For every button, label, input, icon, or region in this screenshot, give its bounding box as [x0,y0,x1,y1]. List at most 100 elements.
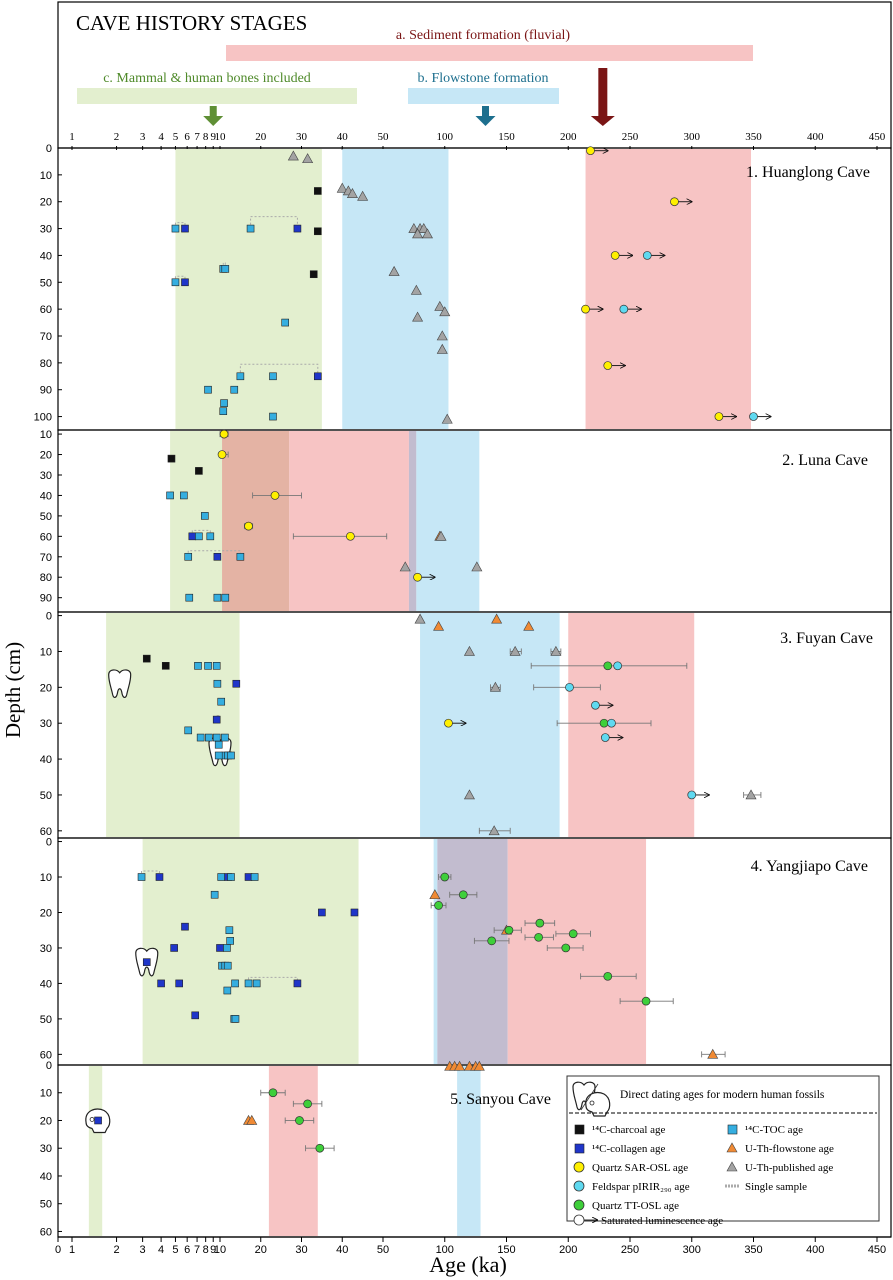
marker-ch [309,270,318,279]
panel-label: 5. Sanyou Cave [450,1091,551,1108]
marker-toc [171,278,180,287]
marker-toc [236,552,245,561]
marker-col [94,1116,102,1125]
data-point [414,613,426,624]
marker-pir [565,682,574,692]
stage-arrow-shaft-b [482,106,490,117]
data-point [441,413,453,424]
marker-toc [204,662,212,670]
marker-col [142,958,151,966]
data-point [212,662,221,670]
bottom-tick-label: 0 [55,1244,61,1256]
marker-pir [613,661,623,671]
bottom-tick-label: 6 [184,1244,190,1256]
data-point [745,789,757,800]
data-point [194,662,202,670]
marker-col [188,532,197,541]
data-point [603,661,613,671]
data-point [166,491,174,500]
marker-toc [204,733,213,742]
y-tick-label: 40 [40,754,52,766]
data-point [410,284,422,295]
marker-col [181,922,189,931]
marker-pir [619,304,629,314]
y-tick-label: 30 [40,943,52,955]
legend-label: U-Th-published age [745,1162,833,1174]
data-point [195,532,203,541]
data-point [444,718,465,728]
marker-toc [213,593,222,602]
stage-bar-a [226,45,753,61]
marker-toc [223,944,231,952]
stage-bar-b [408,88,559,104]
data-point [213,552,222,561]
top-tick-label: 40 [337,131,349,143]
bottom-tick-label: 20 [255,1244,267,1256]
marker-col [318,908,326,917]
panel-label: 1. Huanglong Cave [746,164,870,181]
legend-label: U-Th-flowstone age [745,1143,834,1155]
y-tick-label: 0 [46,837,52,849]
bottom-tick-label: 50 [377,1244,389,1256]
data-point [473,1060,485,1071]
marker-col [232,679,241,688]
legend-item: Single sample [725,1181,807,1193]
bottom-tick-label: 10 [214,1244,226,1256]
data-point [269,372,277,381]
top-tick-label: 350 [745,131,762,143]
legend-item: ¹⁴C-TOC age [727,1124,803,1136]
bottom-tick-label: 5 [172,1244,178,1256]
marker-ttosl [268,1088,278,1098]
marker-ttosl [534,932,543,942]
tooth-icon [108,669,132,698]
y-tick-label: 10 [40,429,52,441]
legend-label: ¹⁴C-TOC age [745,1124,803,1136]
marker-ttosl [487,936,497,946]
marker-toc [217,873,226,881]
data-point [250,873,259,881]
marker-toc [227,751,235,760]
marker-col [313,372,322,381]
header-title: CAVE HISTORY STAGES [76,11,307,35]
marker-osl [346,531,355,541]
marker-ch [313,187,322,195]
stage-arrow-head-b [475,116,496,126]
y-tick-label: 30 [40,1143,52,1155]
data-point [619,304,641,314]
data-point [565,682,574,692]
stage-arrow-a [590,68,615,126]
data-point [591,700,612,710]
top-tick-label: 10 [215,131,227,143]
y-tick-label: 40 [40,978,52,990]
marker-toc [212,662,221,670]
marker-uthp [410,284,422,295]
y-tick-label: 30 [40,718,52,730]
y-tick-label: 30 [40,470,52,482]
top-tick-label: 50 [378,131,390,143]
data-point [232,679,241,688]
top-tick-label: 400 [807,131,824,143]
legend-item: Saturated luminescence age [573,1214,723,1227]
marker-ttosl [315,1143,325,1153]
data-point [421,228,433,239]
bottom-tick-label: 200 [559,1244,577,1256]
top-tick-label: 150 [498,131,515,143]
bottom-tick-label: 8 [203,1244,209,1256]
panel-1: 0 10 20 30 40 50 60 70 80 90 100 1. Huanglong Cave [34,143,892,431]
legend-label: Quartz TT-OSL age [592,1200,679,1212]
data-point [181,922,189,931]
marker-toc [214,751,223,760]
panel-label: 3. Fuyan Cave [780,630,873,647]
marker-uthp [436,330,448,341]
data-point [227,873,235,881]
marker-uthp [388,265,400,276]
panel-2: 10 20 30 40 50 60 70 80 90 2. Luna Cave [40,429,892,613]
marker-ttosl [603,661,613,671]
data-point [346,531,355,541]
band-blue [433,839,438,1064]
data-point [458,890,468,900]
y-tick-label: 50 [40,1199,52,1211]
marker-ttosl [603,971,613,981]
marker-uthp [463,789,475,800]
marker-toc [225,926,234,935]
